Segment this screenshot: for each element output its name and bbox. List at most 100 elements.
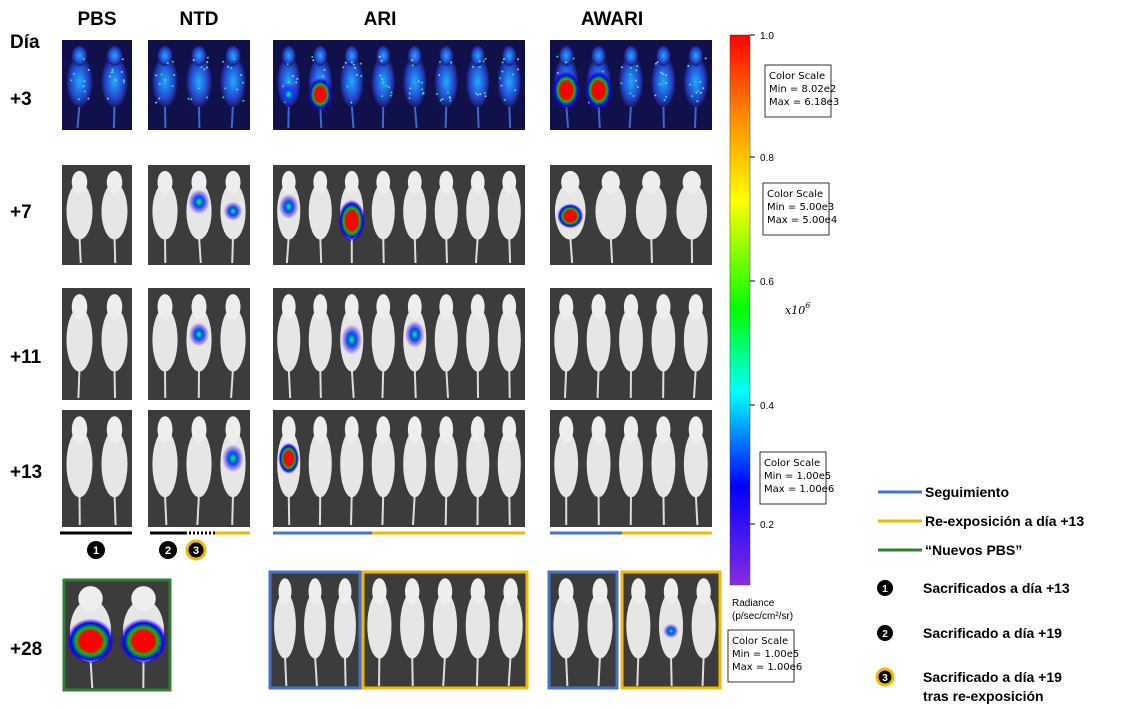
signal <box>189 322 209 346</box>
speckle <box>87 98 89 100</box>
image-panel <box>148 410 250 527</box>
legend-marker-number: 1 <box>882 584 888 595</box>
mouse-tail <box>415 237 416 263</box>
speckle <box>173 74 175 76</box>
speckle <box>662 73 664 75</box>
mouse-tail <box>446 104 447 128</box>
speckle <box>409 92 411 94</box>
speckle <box>440 99 442 101</box>
mouse-tail <box>78 368 79 398</box>
mouse-head <box>131 586 156 611</box>
speckle <box>381 78 383 80</box>
speckle <box>109 75 111 77</box>
row-label: +7 <box>10 202 32 223</box>
unit-label: Radiance <box>732 598 775 609</box>
speckle <box>654 94 656 96</box>
speckle <box>198 87 200 89</box>
speckle <box>381 60 383 62</box>
mouse-head <box>439 294 453 319</box>
figure: Día x106 Radiance (p/sec/cm²/sr) PBSNTDA… <box>0 0 1123 709</box>
speckle <box>418 80 420 82</box>
mouse-tail <box>509 494 510 525</box>
speckle <box>88 69 90 71</box>
speckle <box>485 95 487 97</box>
speckle <box>449 97 451 99</box>
speckle <box>483 60 485 62</box>
speckle <box>565 61 567 63</box>
mouse-head <box>656 294 670 319</box>
speckle <box>207 57 209 59</box>
speckle <box>78 98 80 100</box>
legend-text: Re-exposición a día +13 <box>925 513 1084 529</box>
mouse-tail <box>115 237 116 263</box>
marker-number: 3 <box>193 545 199 557</box>
scale-box-line: Max = 1.00e6 <box>732 662 802 673</box>
speckle <box>351 61 353 63</box>
speckle <box>83 85 85 87</box>
speckle <box>485 58 487 60</box>
speckle <box>233 58 235 60</box>
row-label: +13 <box>10 462 42 483</box>
signal <box>279 83 299 106</box>
signal <box>278 443 299 474</box>
mouse-head <box>631 578 645 604</box>
mouse-head <box>282 294 296 319</box>
multiplier: x106 <box>785 301 810 317</box>
mouse-head <box>408 294 422 319</box>
mouse-tail <box>320 368 321 398</box>
mouse-tail <box>320 237 321 263</box>
speckle <box>167 62 169 64</box>
speckle <box>83 80 85 82</box>
multiplier-exponent: 6 <box>805 301 810 310</box>
speckle <box>409 97 411 99</box>
image-panel <box>270 572 360 688</box>
mouse-head <box>313 171 327 194</box>
scale-box-line: Min = 1.00e5 <box>764 471 831 482</box>
mouse-head <box>376 416 390 443</box>
speckle <box>312 59 314 61</box>
mouse-head <box>624 294 638 319</box>
image-panel <box>273 40 525 130</box>
mouse-head <box>339 578 352 604</box>
scale-box-line: Color Scale <box>769 71 825 82</box>
multiplier-base: x10 <box>785 304 805 317</box>
mouse-head <box>592 416 606 443</box>
signal <box>585 71 613 109</box>
mouse-head <box>656 416 670 443</box>
speckle <box>687 65 689 67</box>
speckle <box>475 92 477 94</box>
image-panel <box>148 165 250 265</box>
mouse-head <box>561 171 579 194</box>
scale-box-line: Min = 1.00e5 <box>732 649 799 660</box>
signal <box>119 618 168 663</box>
speckle <box>353 63 355 65</box>
speckle <box>660 72 662 74</box>
mouse-head <box>624 416 638 443</box>
speckle <box>190 98 192 100</box>
colorbar-tick-label: 0.4 <box>760 401 774 412</box>
mouse-tail <box>598 368 599 398</box>
speckle <box>164 79 166 81</box>
speckle <box>172 61 174 63</box>
speckle <box>512 74 514 76</box>
mouse-head <box>656 46 670 66</box>
image-panel <box>273 410 525 527</box>
mouse-head <box>689 46 703 66</box>
scale-box-line: Max = 5.00e4 <box>767 215 837 226</box>
speckle <box>500 85 502 87</box>
speckle <box>665 74 667 76</box>
mouse-tail <box>509 104 510 128</box>
speckle <box>502 61 504 63</box>
speckle <box>691 95 693 97</box>
speckle <box>411 59 413 61</box>
speckle <box>503 58 505 60</box>
mouse-head <box>107 416 123 443</box>
speckle <box>479 60 481 62</box>
speckle <box>83 58 85 60</box>
group-header: PBS <box>77 9 116 30</box>
scale-box-line: Max = 1.00e6 <box>764 484 834 495</box>
image-panel <box>550 410 712 527</box>
speckle <box>697 90 699 92</box>
speckle <box>350 102 352 104</box>
signal <box>224 202 243 221</box>
